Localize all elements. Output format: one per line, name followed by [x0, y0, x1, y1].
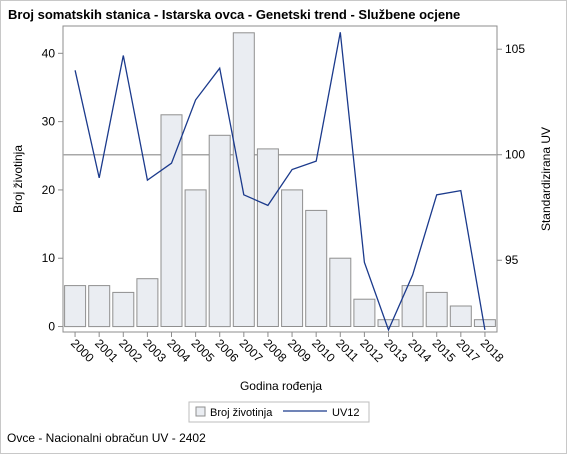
legend-label-line: UV12: [332, 407, 360, 419]
x-tick-label-2004: 2004: [164, 336, 193, 365]
chart-title: Broj somatskih stanica - Istarska ovca -…: [8, 7, 461, 22]
bar-2007: [232, 32, 255, 328]
bar-2004: [160, 114, 183, 327]
y-tick-label-0: 0: [48, 320, 55, 334]
bar-2010: [305, 209, 328, 327]
y-tick-label-40: 40: [42, 46, 56, 60]
footnote: Ovce - Nacionalni obračun UV - 2402: [7, 431, 206, 445]
line-series: [74, 32, 486, 332]
x-tick-label-2018: 2018: [478, 336, 507, 365]
x-tick-label-2000: 2000: [68, 336, 97, 365]
legend-box: [188, 401, 370, 423]
bar-2018: [473, 319, 496, 328]
y2-tick-label-105: 105: [505, 42, 525, 56]
bar-2001: [88, 285, 111, 328]
x-tick-label-2001: 2001: [92, 336, 121, 365]
x-tick-label-2009: 2009: [285, 336, 314, 365]
x-tick-label-2008: 2008: [261, 336, 290, 365]
y2-tick-label-100: 100: [505, 148, 525, 162]
bar-2006: [208, 134, 231, 328]
bar-2000: [64, 285, 87, 328]
x-tick-label-2011: 2011: [333, 336, 361, 364]
y-axis-label: Broj životinja: [11, 145, 25, 213]
x-tick-label-2017: 2017: [454, 336, 483, 365]
legend-label-bars: Broj životinja: [210, 407, 273, 419]
x-tick-label-2003: 2003: [140, 336, 169, 365]
x-tick-label-2005: 2005: [188, 336, 217, 365]
bar-2003: [136, 278, 159, 328]
x-tick-label-2014: 2014: [405, 336, 434, 365]
bar-2012: [353, 298, 376, 328]
bar-2013: [377, 319, 400, 328]
bar-2017: [449, 305, 472, 327]
bar-2002: [112, 291, 135, 328]
bar-2015: [425, 291, 448, 328]
x-tick-label-2015: 2015: [430, 336, 459, 365]
uv12-line: [74, 32, 486, 332]
y2-axis-label: Standardizirana UV: [539, 127, 553, 231]
x-axis-label: Godina rođenja: [240, 379, 322, 393]
bar-2014: [401, 285, 424, 328]
bar-2011: [329, 257, 352, 328]
x-tick-label-2002: 2002: [116, 336, 145, 365]
x-tick-label-2012: 2012: [357, 336, 386, 365]
y-tick-label-10: 10: [42, 251, 56, 265]
bar-series: [64, 32, 496, 328]
bar-2005: [184, 189, 207, 327]
bar-2008: [256, 148, 279, 327]
y-tick-label-20: 20: [42, 183, 56, 197]
legend-bar-swatch: [195, 406, 206, 417]
x-tick-label-2007: 2007: [237, 336, 266, 365]
y-tick-label-30: 30: [42, 115, 56, 129]
plot-area-border: [62, 25, 498, 333]
bar-2009: [281, 189, 304, 327]
x-tick-label-2013: 2013: [381, 336, 410, 365]
x-tick-label-2006: 2006: [213, 336, 242, 365]
x-tick-label-2010: 2010: [309, 336, 338, 365]
y2-tick-label-95: 95: [505, 253, 519, 267]
